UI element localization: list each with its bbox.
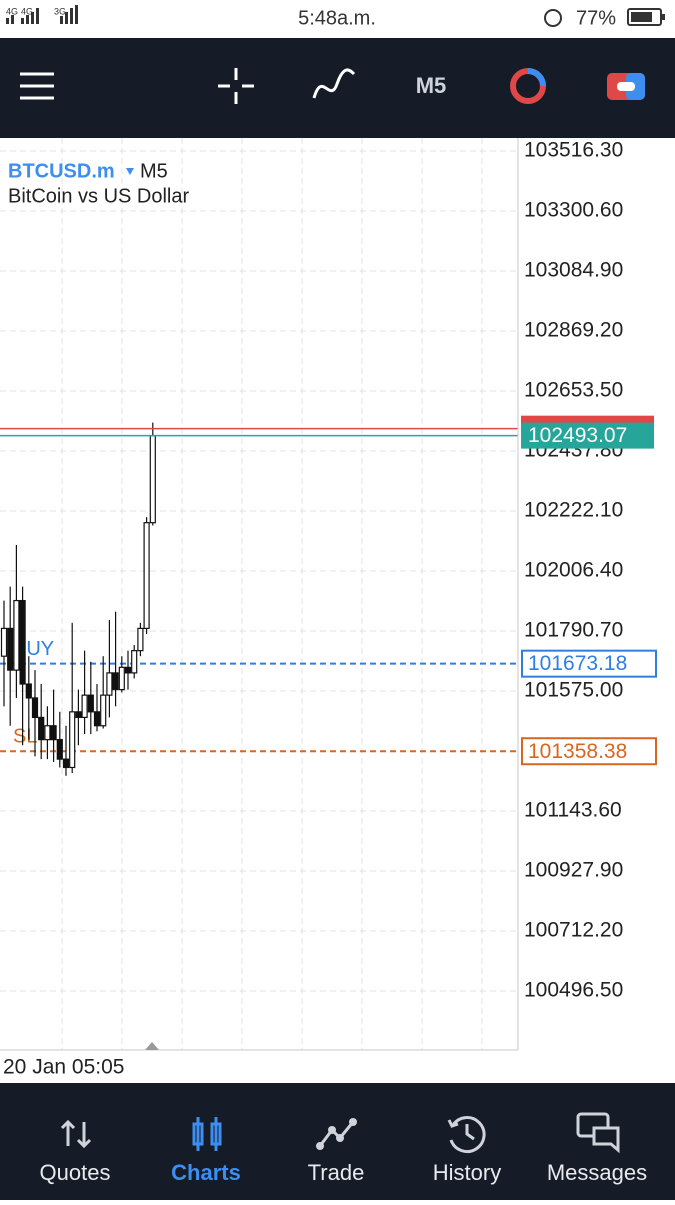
network: 4G: [6, 6, 18, 16]
bid-price-box: [521, 422, 654, 449]
battery-level: 77%: [576, 7, 616, 29]
network: 3G: [54, 6, 66, 16]
trade-button[interactable]: [607, 73, 645, 100]
timeframe-button[interactable]: M5: [416, 73, 447, 98]
price-tick-label: 101575.00: [524, 679, 623, 702]
menu-button[interactable]: [20, 72, 54, 100]
chart-timeframe: M5: [140, 160, 168, 182]
status-bar: [0, 0, 675, 38]
candle-body: [31, 697, 39, 719]
candle-body: [56, 739, 63, 760]
candle-body: [93, 711, 101, 727]
nav-label[interactable]: History: [433, 1160, 501, 1185]
chart-area: [0, 138, 675, 1083]
candle-body: [87, 694, 94, 713]
alarm-icon: [544, 9, 562, 27]
price-tick-label: 103084.90: [524, 259, 623, 282]
time-label: 20 Jan 05:05: [3, 1056, 124, 1079]
price-tick-label: 102653.50: [524, 379, 623, 402]
objects-button[interactable]: [510, 68, 546, 104]
order-label: SL: [13, 726, 37, 748]
clock: 5:48a.m.: [298, 7, 376, 29]
candle-body: [112, 672, 119, 691]
candle-body: [13, 599, 20, 671]
price-tick-label: 101143.60: [524, 799, 622, 822]
bottom-nav: [0, 1083, 675, 1200]
trade-icon[interactable]: [316, 1118, 357, 1150]
order-price: 101358.38: [528, 740, 627, 763]
battery-icon: [627, 8, 665, 26]
charts-icon[interactable]: [192, 1117, 222, 1151]
messages-icon[interactable]: [576, 1112, 620, 1154]
candle-body: [149, 435, 156, 524]
candle-body: [124, 666, 132, 674]
signal-icon: [6, 5, 78, 24]
price-tick-label: 102006.40: [524, 559, 623, 582]
toolbar: [0, 38, 675, 138]
candle-body: [25, 683, 32, 699]
price-tick-label: 100712.20: [524, 919, 623, 942]
order-price-box: [521, 737, 657, 766]
nav-label[interactable]: Trade: [308, 1160, 365, 1185]
candle-body: [19, 599, 26, 685]
candle-body: [62, 758, 70, 769]
nav-label[interactable]: Quotes: [40, 1160, 111, 1185]
indicators-button[interactable]: [312, 68, 356, 99]
bid-price: 102493.07: [528, 424, 627, 447]
quotes-icon[interactable]: [60, 1119, 92, 1149]
price-tick-label: 103300.60: [524, 199, 623, 222]
candle-body: [81, 694, 88, 719]
candle-body: [75, 711, 82, 719]
candle-body: [50, 725, 57, 741]
candle-body: [131, 650, 138, 674]
candle-body: [0, 627, 8, 657]
candle-body: [106, 672, 113, 696]
symbol-dropdown[interactable]: [126, 168, 134, 175]
nav-label[interactable]: Charts: [171, 1160, 241, 1185]
candle-body: [118, 666, 125, 691]
vertical-grid: [61, 138, 483, 1050]
candle-body: [100, 694, 107, 727]
price-tick-label: 103516.30: [524, 139, 623, 162]
network: 4G: [21, 6, 33, 16]
price-tick-label: 100927.90: [524, 859, 623, 882]
order-price: 101673.18: [528, 652, 627, 675]
symbol[interactable]: BTCUSD.m: [8, 160, 115, 182]
candle-body: [143, 522, 150, 629]
price-tick-label: 102869.20: [524, 319, 623, 342]
chart: 103516.30 103300.60 103084.90 102869.20 1026…: [0, 139, 657, 1002]
order-price-box: [521, 649, 657, 678]
price-tick-label: 101790.70: [524, 619, 623, 642]
nav-label[interactable]: Messages: [547, 1160, 647, 1185]
history-icon[interactable]: [447, 1116, 486, 1153]
crosshair-button[interactable]: [218, 68, 254, 104]
symbol-description: BitCoin vs US Dollar: [8, 185, 190, 207]
price-tick-label: 102222.10: [524, 499, 623, 522]
candle-body: [7, 627, 14, 671]
time-marker: [145, 1042, 159, 1050]
price-tick-label: 100496.50: [524, 979, 623, 1002]
candle-body: [137, 627, 144, 652]
candle-body: [69, 711, 76, 769]
candle-body: [44, 725, 51, 741]
candle-body: [38, 716, 45, 741]
